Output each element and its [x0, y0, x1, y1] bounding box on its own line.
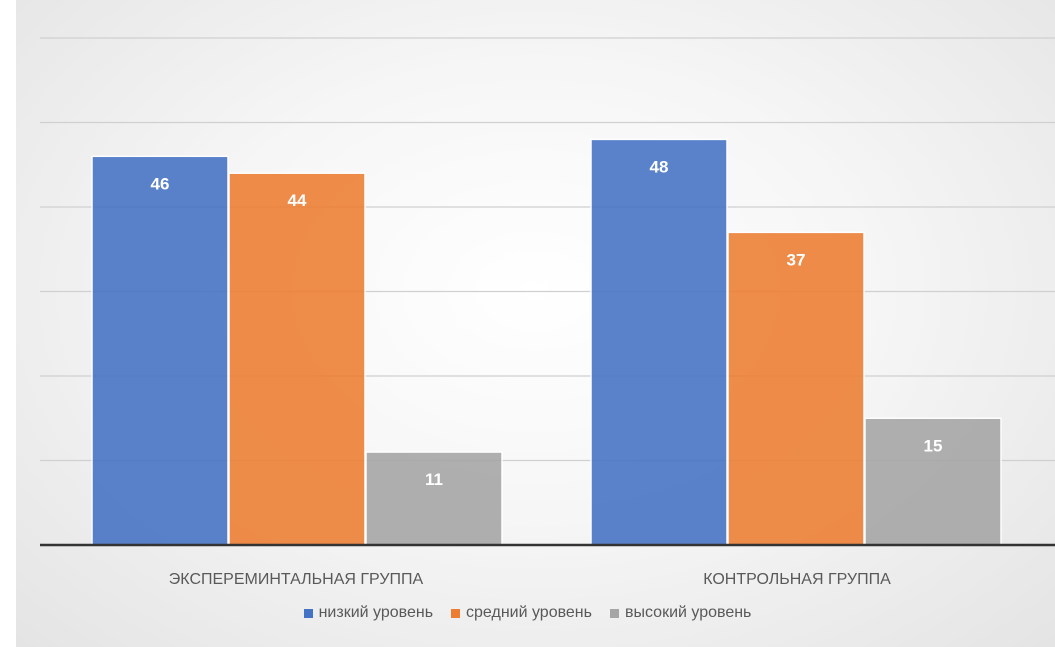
legend-item: высокий уровень: [609, 604, 752, 622]
legend: низкий уровень средний уровень высокий уро…: [0, 604, 1055, 622]
bar-1-1: [727, 231, 865, 546]
legend-label: низкий уровень: [318, 604, 434, 621]
data-label: 15: [924, 436, 943, 455]
category-labels: ЭКСПЕРЕМИНТАЛЬНАЯ ГРУППА КОНТРОЛЬНАЯ ГРУП…: [169, 571, 891, 588]
bar-2-1: [864, 417, 1002, 546]
legend-label: высокий уровень: [624, 604, 752, 621]
data-label: 44: [288, 191, 307, 210]
category-label: ЭКСПЕРЕМИНТАЛЬНАЯ ГРУППА: [169, 571, 424, 588]
legend-swatch: [303, 608, 313, 618]
data-label: 48: [650, 157, 669, 176]
bars: 46 44 11 48 37 15: [91, 138, 1002, 546]
legend-swatch: [609, 608, 619, 618]
bar-0-0: [91, 155, 229, 546]
bar-0-1: [590, 138, 728, 546]
bar-1-0: [228, 172, 366, 546]
category-label: КОНТРОЛЬНАЯ ГРУППА: [703, 571, 891, 588]
data-label: 37: [787, 250, 806, 269]
bar-2-0: [365, 451, 503, 546]
legend-swatch: [451, 608, 461, 618]
data-label: 11: [425, 470, 443, 489]
data-label: 46: [151, 174, 170, 193]
legend-item: средний уровень: [451, 604, 592, 622]
legend-label: средний уровень: [466, 604, 592, 621]
legend-item: низкий уровень: [303, 604, 434, 622]
